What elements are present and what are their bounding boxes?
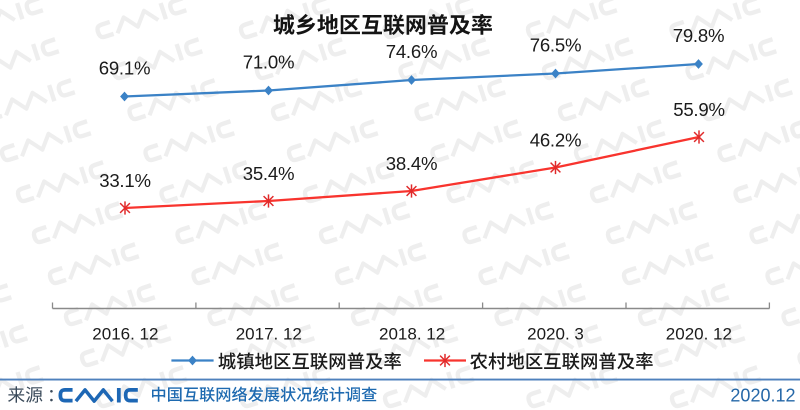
svg-text:74.6%: 74.6% <box>386 41 437 62</box>
svg-text:2020. 12: 2020. 12 <box>666 325 732 344</box>
svg-text:38.4%: 38.4% <box>386 153 437 174</box>
svg-text:2018. 12: 2018. 12 <box>379 325 445 344</box>
svg-text:69.1%: 69.1% <box>99 58 150 79</box>
svg-text:71.0%: 71.0% <box>243 52 294 73</box>
svg-text:33.1%: 33.1% <box>99 170 150 191</box>
svg-text:2020.12: 2020.12 <box>730 386 795 406</box>
svg-text:55.9%: 55.9% <box>673 99 724 120</box>
svg-text:2020. 3: 2020. 3 <box>527 325 584 344</box>
svg-text:46.2%: 46.2% <box>530 130 581 151</box>
svg-text:2017. 12: 2017. 12 <box>236 325 302 344</box>
svg-text:79.8%: 79.8% <box>673 25 724 46</box>
svg-text:76.5%: 76.5% <box>530 35 581 56</box>
svg-text:35.4%: 35.4% <box>243 163 294 184</box>
svg-text:2016. 12: 2016. 12 <box>92 325 158 344</box>
